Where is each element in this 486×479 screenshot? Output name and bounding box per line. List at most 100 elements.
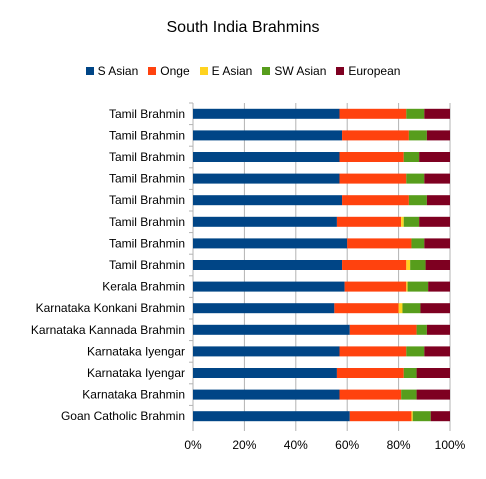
bar-segment-onge bbox=[334, 303, 399, 314]
category-label: Karnataka Brahmin bbox=[82, 388, 185, 402]
category-label: Tamil Brahmin bbox=[109, 107, 185, 121]
bar-segment-european bbox=[430, 411, 450, 422]
bar-segment-sw-asian bbox=[406, 173, 425, 184]
legend-swatch bbox=[336, 67, 345, 75]
bar-segment-sw-asian bbox=[408, 195, 427, 206]
bar-segment-onge bbox=[344, 281, 407, 292]
category-label: Karnataka Iyengar bbox=[87, 366, 185, 380]
x-tick-label: 40% bbox=[284, 438, 308, 452]
legend-label: SW Asian bbox=[274, 64, 327, 78]
category-label: Tamil Brahmin bbox=[109, 236, 185, 250]
bar-segment-sw-asian bbox=[403, 152, 420, 162]
bar-segment-s-asian bbox=[193, 411, 350, 422]
bar-segment-s-asian bbox=[193, 130, 343, 141]
bar-segment-s-asian bbox=[193, 195, 343, 206]
bar-segment-european bbox=[424, 108, 450, 119]
bar-segment-sw-asian bbox=[412, 411, 431, 422]
bar-segment-onge bbox=[336, 216, 402, 227]
bar-segment-s-asian bbox=[193, 108, 340, 119]
legend-label: Onge bbox=[160, 64, 190, 78]
bar-segment-european bbox=[426, 130, 450, 141]
bar-segment-sw-asian bbox=[406, 346, 425, 357]
bar-segment-sw-asian bbox=[407, 281, 429, 292]
bar-segment-e-asian bbox=[406, 281, 408, 292]
legend-item: S Asian bbox=[85, 64, 139, 78]
legend-swatch bbox=[148, 67, 157, 75]
legend-swatch bbox=[85, 67, 94, 75]
bar-segment-sw-asian bbox=[403, 368, 417, 378]
bar-segment-onge bbox=[336, 368, 404, 378]
bar-segment-onge bbox=[347, 238, 412, 249]
bar-segment-sw-asian bbox=[410, 260, 426, 270]
bar-segment-e-asian bbox=[411, 411, 413, 422]
bar-segment-sw-asian bbox=[416, 324, 427, 335]
x-tick-label: 100% bbox=[435, 438, 466, 452]
category-label: Tamil Brahmin bbox=[109, 150, 185, 164]
bar-segment-european bbox=[419, 152, 450, 162]
legend-swatch bbox=[199, 67, 208, 75]
legend-swatch bbox=[262, 67, 271, 75]
bar-segment-onge bbox=[339, 389, 402, 400]
category-label: Tamil Brahmin bbox=[109, 172, 185, 186]
legend-label: E Asian bbox=[211, 64, 253, 78]
bar-segment-s-asian bbox=[193, 389, 340, 400]
bar-segment-onge bbox=[339, 346, 407, 357]
bar-segment-sw-asian bbox=[408, 130, 427, 141]
bar-segment-sw-asian bbox=[406, 108, 425, 119]
bar-segment-e-asian bbox=[401, 216, 404, 227]
bar-segment-onge bbox=[342, 195, 409, 206]
bar-segment-s-asian bbox=[193, 238, 348, 249]
bar-segment-european bbox=[425, 260, 450, 270]
category-label: Karnataka Iyengar bbox=[87, 344, 185, 358]
bar-segment-european bbox=[416, 368, 450, 378]
bar-segment-sw-asian bbox=[403, 216, 420, 227]
bar-segment-european bbox=[424, 173, 450, 184]
x-tick-label: 0% bbox=[184, 438, 202, 452]
category-label: Tamil Brahmin bbox=[109, 128, 185, 142]
bar-segment-onge bbox=[349, 411, 412, 422]
legend: S Asian Onge E Asian SW Asian European bbox=[0, 64, 486, 78]
bar-segment-s-asian bbox=[193, 281, 345, 292]
bar-segment-european bbox=[426, 195, 450, 206]
bar-segment-e-asian bbox=[406, 260, 411, 270]
bar-segment-onge bbox=[339, 152, 404, 162]
category-label: Kerala Brahmin bbox=[102, 280, 185, 294]
legend-label: European bbox=[348, 64, 401, 78]
bar-segment-onge bbox=[339, 108, 407, 119]
legend-item: E Asian bbox=[199, 64, 253, 78]
x-tick-label: 20% bbox=[232, 438, 256, 452]
legend-label: S Asian bbox=[97, 64, 139, 78]
x-tick-label: 60% bbox=[335, 438, 359, 452]
bar-segment-s-asian bbox=[193, 216, 337, 227]
bar-segment-s-asian bbox=[193, 368, 337, 378]
bar-segment-sw-asian bbox=[402, 303, 421, 314]
bar-segment-onge bbox=[349, 324, 417, 335]
bar-segment-sw-asian bbox=[401, 389, 417, 400]
legend-item: Onge bbox=[148, 64, 190, 78]
bar-segment-onge bbox=[342, 130, 409, 141]
category-label: Tamil Brahmin bbox=[109, 215, 185, 229]
bar-segment-european bbox=[416, 389, 450, 400]
bar-segment-european bbox=[420, 303, 450, 314]
bar-segment-s-asian bbox=[193, 346, 340, 357]
bar-segment-s-asian bbox=[193, 324, 350, 335]
category-label: Karnataka Konkani Brahmin bbox=[36, 301, 185, 315]
category-label: Karnataka Kannada Brahmin bbox=[31, 323, 185, 337]
category-label: Tamil Brahmin bbox=[109, 193, 185, 207]
bar-segment-onge bbox=[342, 260, 407, 270]
x-tick-label: 80% bbox=[387, 438, 411, 452]
bar-segment-sw-asian bbox=[411, 238, 425, 249]
bar-segment-european bbox=[428, 281, 450, 292]
bar-segment-european bbox=[424, 346, 450, 357]
bar-segment-onge bbox=[339, 173, 407, 184]
category-label: Tamil Brahmin bbox=[109, 258, 185, 272]
legend-item: European bbox=[336, 64, 400, 78]
bar-segment-s-asian bbox=[193, 303, 335, 314]
bar-segment-s-asian bbox=[193, 260, 343, 270]
bar-segment-s-asian bbox=[193, 173, 340, 184]
category-label: Goan Catholic Brahmin bbox=[61, 409, 185, 423]
bar-segment-european bbox=[426, 324, 450, 335]
bar-segment-european bbox=[419, 216, 450, 227]
bar-segment-s-asian bbox=[193, 152, 340, 162]
